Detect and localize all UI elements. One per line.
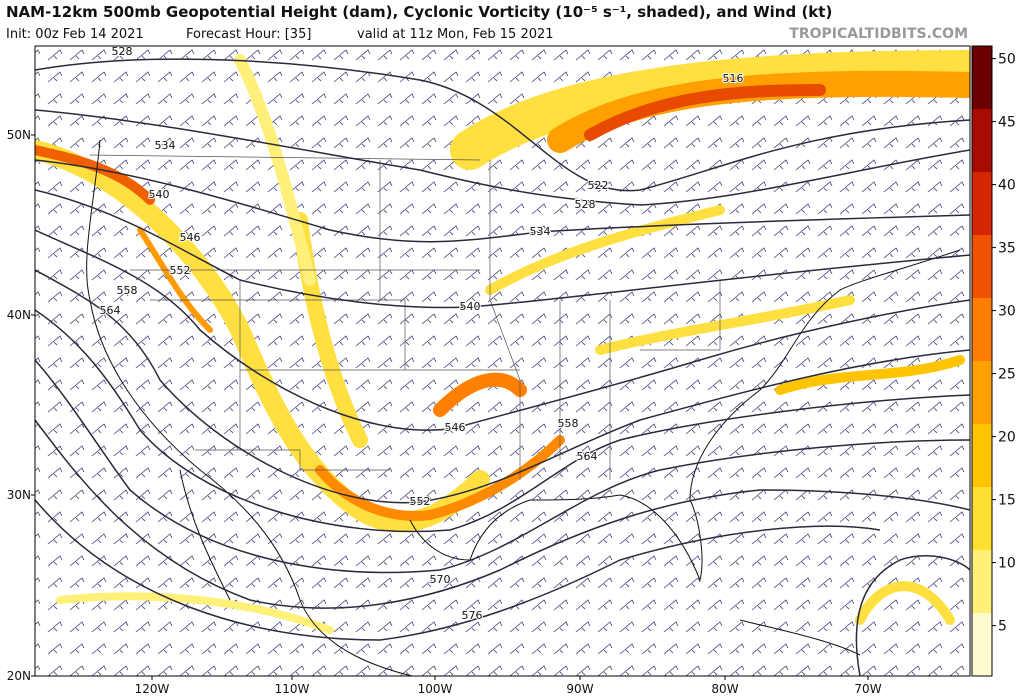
colorbar-band <box>972 487 992 550</box>
colorbar-tick-label: 15 <box>998 493 1016 509</box>
contour-label: 522 <box>588 179 609 192</box>
lon-label: 90W <box>566 682 593 696</box>
contour-label: 564 <box>100 304 121 317</box>
init: Init: 00z Feb 14 2021 <box>6 27 144 42</box>
contour-label: 570 <box>430 573 451 586</box>
contour-label: 546 <box>445 421 466 434</box>
colorbar-tick-label: 10 <box>998 556 1016 572</box>
contour-label: 516 <box>723 72 744 85</box>
lon-label: 100W <box>418 682 453 696</box>
colorbar-band <box>972 613 992 676</box>
contour-label: 564 <box>577 450 598 463</box>
lon-label: 110W <box>275 682 310 696</box>
contour-label: 576 <box>462 609 483 622</box>
contour-label: 552 <box>410 495 431 508</box>
colorbar-band <box>972 235 992 298</box>
contour-label: 528 <box>575 198 596 211</box>
colorbar-tick-label: 45 <box>998 115 1016 131</box>
colorbar-tick-label: 30 <box>998 304 1016 320</box>
colorbar-tick-label: 35 <box>998 241 1016 257</box>
lat-label: 20N <box>7 669 31 683</box>
lon-label: 80W <box>711 682 738 696</box>
watermark: TROPICALTIDBITS.COM <box>789 26 968 42</box>
contour-label: 540 <box>460 300 481 313</box>
colorbar-tick-label: 25 <box>998 367 1016 383</box>
contour-label: 546 <box>180 231 201 244</box>
contour-label: 528 <box>112 45 133 58</box>
colorbar-band <box>972 172 992 235</box>
colorbar-band <box>972 298 992 361</box>
colorbar-tick-label: 5 <box>998 619 1007 635</box>
title: NAM-12km 500mb Geopotential Height (dam)… <box>6 3 832 21</box>
lon-label: 70W <box>854 682 881 696</box>
colorbar-tick-label: 50 <box>998 52 1016 68</box>
colorbar-band <box>972 361 992 424</box>
contour-label: 552 <box>170 264 191 277</box>
colorbar-tick-label: 40 <box>998 178 1016 194</box>
lat-label: 30N <box>7 488 31 502</box>
lat-label: 50N <box>7 128 31 142</box>
colorbar-band <box>972 109 992 172</box>
contour-label: 558 <box>558 417 579 430</box>
forecast-hour: Forecast Hour: [35] <box>186 27 311 42</box>
colorbar-tick-label: 20 <box>998 430 1016 446</box>
lat-label: 40N <box>7 308 31 322</box>
valid-time: valid at 11z Mon, Feb 15 2021 <box>357 27 554 42</box>
lon-label: 120W <box>135 682 170 696</box>
map: 528 534 540 546 552 558 564 516 522 528 534 540 546 5… <box>35 45 970 676</box>
colorbar-frame <box>971 45 993 677</box>
contour-label: 558 <box>117 284 138 297</box>
contour-label: 534 <box>530 225 551 238</box>
contour-label: 534 <box>155 139 176 152</box>
contour-label: 540 <box>149 188 170 201</box>
colorbar-band <box>972 550 992 613</box>
colorbar-band <box>972 424 992 487</box>
colorbar-band <box>972 46 992 109</box>
map-frame <box>34 45 971 677</box>
